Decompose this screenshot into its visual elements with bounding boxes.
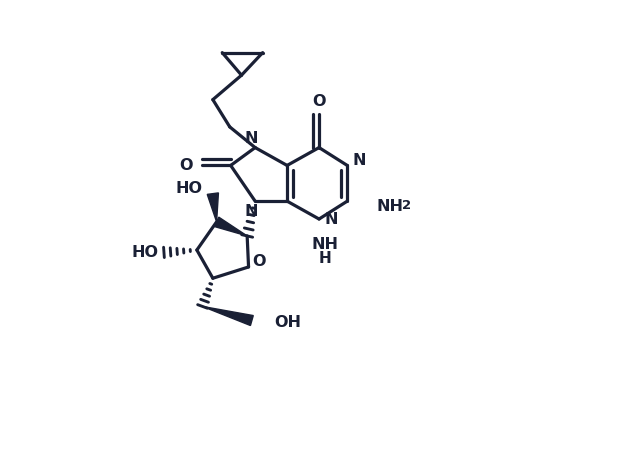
Text: N: N	[352, 153, 366, 168]
Text: OH: OH	[275, 315, 301, 330]
Text: HO: HO	[131, 245, 158, 260]
Polygon shape	[214, 217, 247, 236]
Polygon shape	[207, 193, 218, 222]
Text: N: N	[244, 131, 258, 146]
Text: HO: HO	[175, 180, 202, 196]
Text: 2: 2	[402, 198, 411, 212]
Polygon shape	[202, 306, 253, 326]
Text: O: O	[312, 94, 326, 110]
Text: N: N	[244, 204, 258, 219]
Text: O: O	[179, 158, 193, 173]
Text: H: H	[318, 251, 331, 266]
Text: NH: NH	[376, 199, 403, 214]
Text: NH: NH	[311, 237, 338, 252]
Text: N: N	[324, 212, 337, 227]
Text: O: O	[252, 254, 266, 269]
